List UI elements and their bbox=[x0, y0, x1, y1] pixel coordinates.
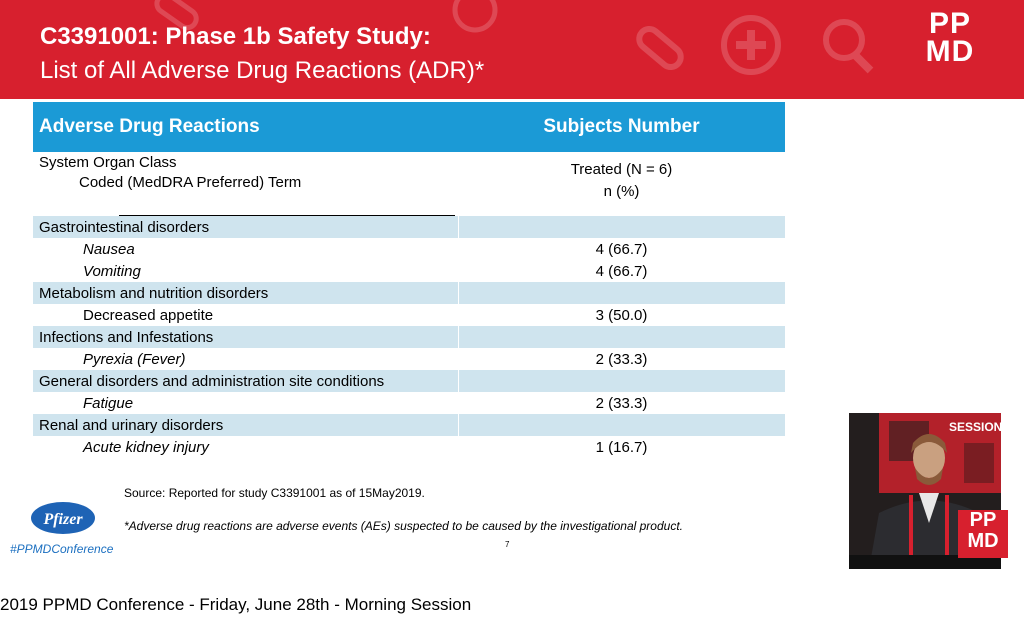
column-header-subjects: Subjects Number bbox=[458, 102, 785, 152]
subjects-value: 2 (33.3) bbox=[458, 348, 786, 370]
column-header-reactions: Adverse Drug Reactions bbox=[33, 102, 458, 152]
ppmd-logo-line1: PP bbox=[928, 7, 972, 40]
speaker-scene: SESSION bbox=[849, 413, 1001, 569]
pfizer-logo: Pfizer bbox=[31, 502, 95, 534]
subjects-value: 2 (33.3) bbox=[458, 392, 786, 414]
caption-bar bbox=[0, 589, 1024, 617]
table-subheader-row: System Organ Class Coded (MedDRA Preferr… bbox=[33, 152, 786, 216]
slide-title: C3391001: Phase 1b Safety Study: bbox=[40, 23, 431, 50]
table-row: Pyrexia (Fever) 2 (33.3) bbox=[33, 348, 786, 370]
page-number: 7 bbox=[505, 540, 510, 549]
category-label: Gastrointestinal disorders bbox=[33, 216, 459, 238]
footnote: *Adverse drug reactions are adverse even… bbox=[124, 519, 683, 533]
subjects-value bbox=[458, 216, 786, 238]
term-label: Pyrexia (Fever) bbox=[33, 348, 459, 370]
pill-icon bbox=[154, 0, 199, 31]
pill-icon bbox=[636, 26, 684, 70]
category-label: Renal and urinary disorders bbox=[33, 414, 459, 436]
term-label: Decreased appetite bbox=[33, 304, 459, 326]
category-label: Metabolism and nutrition disorders bbox=[33, 282, 459, 304]
table-row: Vomiting 4 (66.7) bbox=[33, 260, 786, 282]
slide-subtitle: List of All Adverse Drug Reactions (ADR)… bbox=[40, 57, 485, 84]
subjects-value bbox=[458, 414, 786, 436]
divider bbox=[119, 215, 455, 216]
pfizer-logo-text: Pfizer bbox=[42, 511, 83, 528]
table-row: Fatigue 2 (33.3) bbox=[33, 392, 786, 414]
category-label: General disorders and administration sit… bbox=[33, 370, 459, 392]
table-header-row: Adverse Drug Reactions Subjects Number bbox=[33, 102, 785, 152]
table-row: Decreased appetite 3 (50.0) bbox=[33, 304, 786, 326]
ppmd-logo-line2: MD bbox=[925, 35, 975, 68]
term-label: Fatigue bbox=[33, 392, 459, 414]
subjects-value: 3 (50.0) bbox=[458, 304, 786, 326]
subjects-value bbox=[458, 326, 786, 348]
table-row: Acute kidney injury 1 (16.7) bbox=[33, 436, 786, 458]
category-row: General disorders and administration sit… bbox=[33, 370, 786, 392]
category-row: Gastrointestinal disorders bbox=[33, 216, 786, 238]
subjects-value: 4 (66.7) bbox=[458, 238, 786, 260]
category-row: Infections and Infestations bbox=[33, 326, 786, 348]
source-note: Source: Reported for study C3391001 as o… bbox=[124, 486, 425, 500]
adr-table: Adverse Drug Reactions Subjects Number S… bbox=[33, 102, 786, 458]
plus-circle-icon bbox=[721, 15, 781, 75]
session-banner-text: SESSION bbox=[949, 420, 1001, 434]
plus-circle-icon bbox=[452, 0, 498, 33]
n-percent-label: n (%) bbox=[603, 183, 640, 200]
ppmd-logo: PP MD bbox=[910, 7, 990, 72]
category-row: Renal and urinary disorders bbox=[33, 414, 786, 436]
conference-hashtag: #PPMDConference bbox=[10, 542, 114, 556]
term-label: Acute kidney injury bbox=[33, 436, 459, 458]
table-row: Nausea 4 (66.7) bbox=[33, 238, 786, 260]
pip-logo-line2: MD bbox=[967, 530, 999, 552]
subjects-value bbox=[458, 282, 786, 304]
session-caption: 2019 PPMD Conference - Friday, June 28th… bbox=[0, 595, 472, 614]
subjects-value: 1 (16.7) bbox=[458, 436, 786, 458]
category-row: Metabolism and nutrition disorders bbox=[33, 282, 786, 304]
treated-label: Treated (N = 6) bbox=[570, 161, 673, 178]
slide-header: C3391001: Phase 1b Safety Study: List of… bbox=[0, 0, 1024, 99]
magnifier-icon bbox=[823, 19, 874, 74]
video-frame: C3391001: Phase 1b Safety Study: List of… bbox=[0, 0, 1024, 569]
speaker-video-ppmd-logo: PP MD bbox=[958, 510, 1008, 558]
subjects-value bbox=[458, 370, 786, 392]
coded-term-label: Coded (MedDRA Preferred) Term bbox=[79, 174, 302, 191]
presentation-slide: C3391001: Phase 1b Safety Study: List of… bbox=[0, 0, 1024, 556]
subjects-value: 4 (66.7) bbox=[458, 260, 786, 282]
pip-logo-line1: PP bbox=[969, 509, 997, 531]
subheader-left: System Organ Class Coded (MedDRA Preferr… bbox=[33, 152, 459, 216]
category-label: Infections and Infestations bbox=[33, 326, 459, 348]
term-label: Nausea bbox=[33, 238, 459, 260]
term-label: Vomiting bbox=[33, 260, 459, 282]
subheader-right: Treated (N = 6) n (%) bbox=[458, 152, 786, 216]
system-organ-class-label: System Organ Class bbox=[39, 154, 177, 171]
